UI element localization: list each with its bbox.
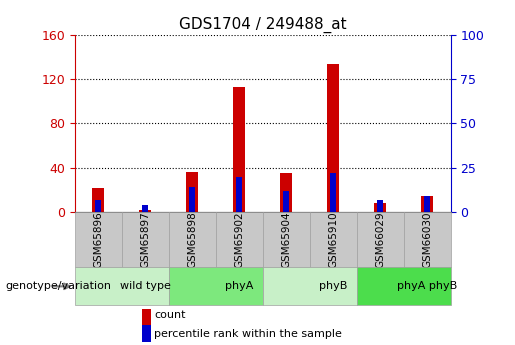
Bar xyxy=(280,173,292,212)
Bar xyxy=(424,196,430,212)
Bar xyxy=(310,212,356,267)
Bar xyxy=(356,267,451,305)
Bar xyxy=(75,212,122,267)
Bar xyxy=(92,188,104,212)
Bar xyxy=(168,267,263,305)
Bar xyxy=(142,309,150,325)
Bar xyxy=(233,87,245,212)
Bar xyxy=(283,191,289,212)
Bar xyxy=(330,173,336,212)
Text: count: count xyxy=(154,310,186,321)
Text: GSM66029: GSM66029 xyxy=(375,211,385,268)
Bar xyxy=(236,177,242,212)
Text: phyA phyB: phyA phyB xyxy=(397,282,457,291)
Text: GSM66030: GSM66030 xyxy=(422,211,432,268)
Text: GSM65897: GSM65897 xyxy=(140,211,150,268)
Text: phyB: phyB xyxy=(319,282,347,291)
Text: genotype/variation: genotype/variation xyxy=(5,282,111,291)
Bar xyxy=(263,267,356,305)
Bar xyxy=(142,205,148,212)
Bar xyxy=(190,187,195,212)
Bar xyxy=(95,200,101,212)
Bar xyxy=(374,203,386,212)
Bar xyxy=(404,212,451,267)
Bar xyxy=(216,212,263,267)
Bar xyxy=(142,325,150,342)
Text: GSM65902: GSM65902 xyxy=(234,211,244,268)
Text: GSM65896: GSM65896 xyxy=(93,211,103,268)
Title: GDS1704 / 249488_at: GDS1704 / 249488_at xyxy=(179,17,347,33)
Bar xyxy=(186,172,198,212)
Bar xyxy=(122,212,168,267)
Text: phyA: phyA xyxy=(225,282,253,291)
Bar xyxy=(327,65,339,212)
Bar xyxy=(421,196,433,212)
Text: GSM65904: GSM65904 xyxy=(281,211,291,268)
Bar xyxy=(168,212,216,267)
Text: GSM65910: GSM65910 xyxy=(328,211,338,268)
Bar xyxy=(75,267,168,305)
Text: GSM65898: GSM65898 xyxy=(187,211,197,268)
Text: wild type: wild type xyxy=(119,282,170,291)
Text: percentile rank within the sample: percentile rank within the sample xyxy=(154,328,342,338)
Bar xyxy=(356,212,404,267)
Bar xyxy=(139,210,151,212)
Bar xyxy=(263,212,310,267)
Bar xyxy=(377,200,383,212)
